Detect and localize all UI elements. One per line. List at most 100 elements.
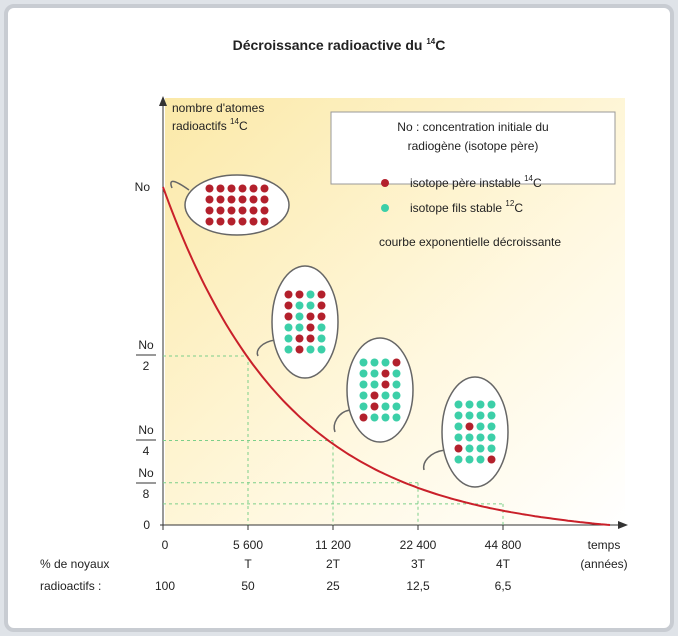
legend-tail: C [514,201,523,215]
row-label: radioactifs : [40,579,101,593]
period: 4T [496,557,511,571]
atom-dot [296,313,304,321]
y-tick-den: 4 [143,444,150,458]
atom-dot [228,185,236,193]
atom-dot [382,370,390,378]
atom-dot [307,302,315,310]
atom-dot [360,381,368,389]
y-tick-num: No [138,338,154,352]
atom-dot [477,434,485,442]
atom-dot [360,359,368,367]
atom-dot [455,434,463,442]
atom-dot [455,401,463,409]
atom-dot [296,302,304,310]
atom-dot [393,359,401,367]
x-tick-label: 11 200 [315,538,351,552]
atom-dot [206,185,214,193]
atom-dot [382,403,390,411]
atom-dot [393,370,401,378]
x-tick-label: 22 400 [400,538,437,552]
atom-dot [466,445,474,453]
atom-dot [307,324,315,332]
atom-dot [296,346,304,354]
atom-dot [488,456,496,464]
period: 3T [411,557,426,571]
atom-dot [488,445,496,453]
bubble [272,266,338,378]
legend-line: radiogène (isotope père) [408,139,539,153]
atom-dot [382,359,390,367]
legend-text: isotope fils stable [410,201,502,215]
x-label: temps [588,538,621,552]
y-tick-den: 2 [143,359,150,373]
atom-dot [455,456,463,464]
period: T [244,557,252,571]
atom-dot [285,291,293,299]
atom-dot [228,218,236,226]
curve-label: courbe exponentielle décroissante [379,235,561,249]
legend-line: No : concentration initiale du [397,120,548,134]
atom-dot [382,381,390,389]
atom-dot [382,414,390,422]
atom-dot [217,218,225,226]
atom-dot [318,302,326,310]
atom-dot [261,185,269,193]
legend-tail: C [533,176,542,190]
x-tick-label: 0 [162,538,169,552]
atom-dot [488,423,496,431]
row-label: % de noyaux [40,557,109,571]
y-tick-label: No [135,180,151,194]
atom-dot [393,403,401,411]
atom-dot [307,291,315,299]
atom-dot [285,313,293,321]
bubble [442,377,508,487]
diagram: Décroissance radioactive du 14C nombre d… [0,0,678,636]
atom-dot [393,381,401,389]
atom-dot [217,207,225,215]
legend-dot [381,179,389,187]
atom-dot [371,392,379,400]
atom-dot [206,207,214,215]
atom-dot [488,434,496,442]
atom-dot [488,401,496,409]
atom-dot [206,218,214,226]
atom-dot [318,335,326,343]
atom-dot [466,401,474,409]
atom-dot [371,403,379,411]
atom-dot [360,414,368,422]
atom-dot [477,401,485,409]
atom-dot [296,291,304,299]
atom-dot [371,381,379,389]
atom-dot [228,196,236,204]
percentage: 6,5 [495,579,512,593]
atom-dot [239,218,247,226]
atom-dot [239,185,247,193]
y-label-tail: C [239,119,248,133]
title-text: Décroissance radioactive du [233,37,423,53]
atom-dot [228,207,236,215]
atom-dot [261,207,269,215]
bubble [185,175,289,235]
atom-dot [250,196,258,204]
atom-dot [466,412,474,420]
period: 2T [326,557,341,571]
title: Décroissance radioactive du 14C [233,37,446,53]
atom-dot [217,196,225,204]
atom-dot [285,346,293,354]
atom-dot [382,392,390,400]
x-unit: (années) [580,557,627,571]
atom-dot [285,302,293,310]
atom-dot [296,335,304,343]
atom-dot [455,412,463,420]
atom-dot [261,196,269,204]
atom-dot [307,346,315,354]
y-tick-label: 0 [143,518,150,532]
y-tick-num: No [138,466,154,480]
atom-dot [360,392,368,400]
x-tick-label: 5 600 [233,538,263,552]
atom-dot [477,423,485,431]
atom-dot [285,335,293,343]
percentage: 25 [326,579,340,593]
atom-dot [285,324,293,332]
atom-dot [360,370,368,378]
